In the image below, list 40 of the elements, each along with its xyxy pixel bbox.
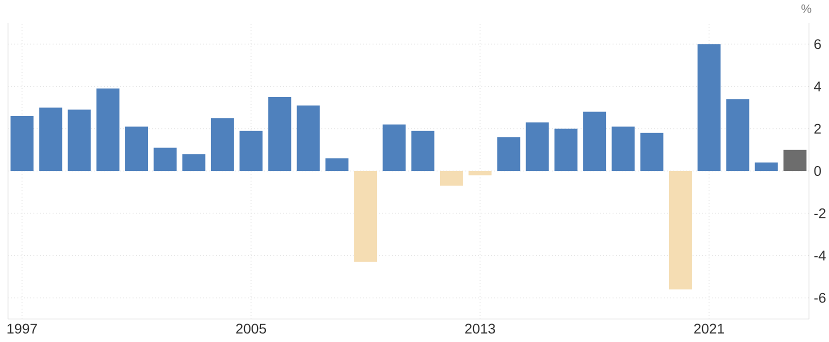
bar [783,150,806,171]
bar [154,148,177,171]
bar [39,108,62,171]
bar [411,130,434,171]
bar [726,99,750,171]
bar [640,132,664,171]
bar [68,110,91,171]
bar [240,130,263,171]
bar [468,170,492,176]
bar [10,116,34,171]
bar [668,170,692,290]
bar [526,122,549,171]
bar [125,126,148,171]
bar [268,96,292,171]
bar [354,170,378,262]
x-tick-label: 2005 [236,324,266,334]
y-axis-title: % [801,4,812,13]
x-tick-label: 1997 [8,324,37,334]
bar [210,118,234,171]
bar [325,158,348,171]
bar [182,154,206,171]
y-tick-label: 4 [814,82,822,92]
x-tick-label: 2013 [465,324,496,334]
bar [612,126,635,171]
bar [698,44,721,171]
y-tick-label: 6 [814,39,821,50]
bar [583,112,606,171]
bar [440,170,463,186]
x-tick-label: 2021 [694,324,724,334]
bar [497,137,520,171]
y-tick-label: -6 [814,292,826,303]
bar [754,162,778,171]
bar [554,128,578,171]
y-tick-label: -4 [814,250,826,260]
bar [296,105,320,171]
bar [382,124,406,171]
y-tick-label: -2 [814,208,826,218]
y-tick-label: 0 [814,166,821,176]
bar [96,88,120,171]
y-tick-label: 2 [814,124,821,134]
